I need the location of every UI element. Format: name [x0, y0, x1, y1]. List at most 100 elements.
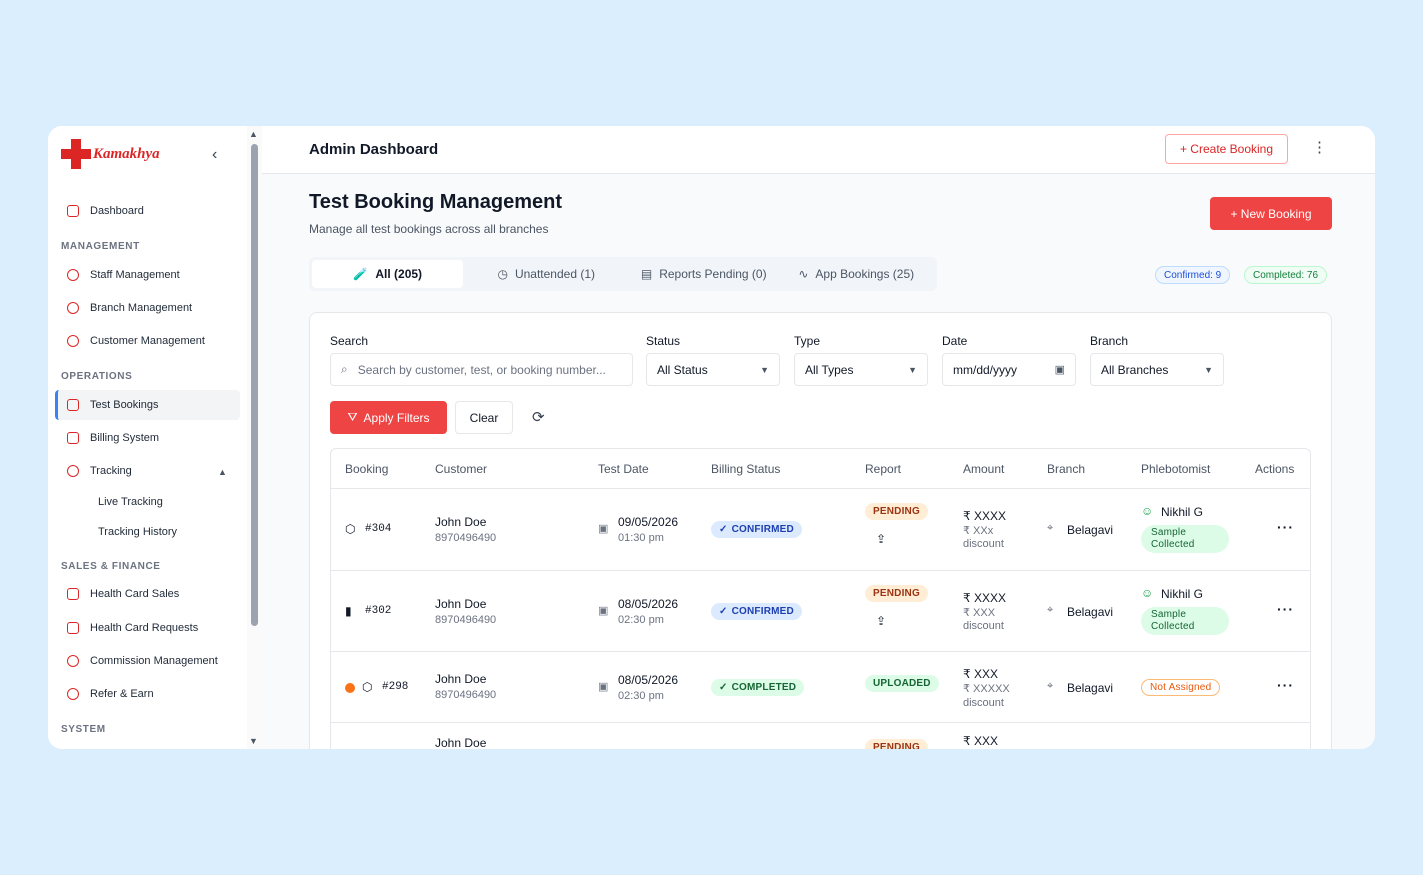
branch-label: Branch: [1090, 334, 1129, 348]
percent-icon: [67, 688, 79, 700]
customer-name: John Doe: [435, 672, 487, 686]
header-title: Admin Dashboard: [309, 141, 439, 158]
status-label: Status: [646, 334, 681, 348]
sidebar-item-dashboard[interactable]: Dashboard: [55, 196, 240, 226]
billing-status-text: CONFIRMED: [731, 606, 794, 617]
col-report: Report: [865, 462, 902, 476]
customer-phone: 8970496490: [435, 532, 497, 544]
tab-all[interactable]: 🧪 All (205): [312, 260, 464, 288]
section-system: SYSTEM: [61, 724, 106, 735]
chevron-down-icon: ▼: [1204, 364, 1213, 375]
amount: ₹ XXX: [963, 734, 998, 748]
sidebar-item-customer[interactable]: Customer Management: [55, 326, 240, 356]
sidebar-item-branch[interactable]: Branch Management: [55, 293, 240, 323]
calendar-icon: [67, 399, 79, 411]
main-content: Admin Dashboard + Create Booking ⋮ Test …: [262, 126, 1375, 749]
date-value: mm/dd/yyyy: [953, 362, 1018, 377]
booking-number[interactable]: #304: [365, 523, 392, 535]
more-menu-icon[interactable]: ⋮: [1312, 139, 1327, 156]
sidebar-item-staff[interactable]: Staff Management: [55, 260, 240, 290]
location-pin-icon: ⌖: [1047, 604, 1054, 616]
status-value: All Status: [657, 362, 708, 377]
sidebar-item-health-card-requests[interactable]: Health Card Requests: [55, 613, 240, 643]
search-label: Search: [330, 334, 369, 348]
tab-unattended[interactable]: ◷ Unattended (1): [471, 260, 621, 288]
refresh-icon[interactable]: ⟳: [532, 409, 545, 426]
row-actions-icon[interactable]: ···: [1277, 677, 1294, 693]
sidebar: Kamakhya ‹ Dashboard MANAGEMENT Staff Ma…: [48, 126, 262, 749]
branch-value: All Branches: [1101, 362, 1169, 377]
tab-label: Unattended (1): [514, 267, 595, 281]
tab-label: Reports Pending (0): [659, 267, 767, 281]
branch-icon: [67, 302, 79, 314]
user-check-icon: ☺: [1141, 504, 1154, 518]
table-header: Booking Customer Test Date Billing Statu…: [331, 449, 1310, 489]
col-booking: Booking: [345, 462, 389, 476]
table-row[interactable]: ⬡ #298 John Doe 8970496490 ▣ 08/05/2026 …: [331, 652, 1310, 723]
sidebar-item-label: Health Card Sales: [90, 588, 180, 600]
date-input[interactable]: mm/dd/yyyy ▣: [942, 353, 1076, 386]
amount: ₹ XXXX: [963, 509, 1006, 523]
sidebar-item-billing[interactable]: Billing System: [55, 423, 240, 453]
create-booking-button[interactable]: + Create Booking: [1165, 134, 1288, 164]
report-status-badge[interactable]: UPLOADED: [865, 675, 939, 692]
tab-app-bookings[interactable]: ∿ App Bookings (25): [786, 260, 926, 288]
sidebar-item-commission[interactable]: Commission Management: [55, 646, 240, 676]
col-phlebotomist: Phlebotomist: [1141, 462, 1211, 476]
sidebar-item-refer[interactable]: Refer & Earn: [55, 679, 240, 709]
check-circle-icon: ✓: [719, 682, 728, 693]
table-row[interactable]: John Doe PENDING ₹ XXX: [331, 723, 1310, 749]
customer-name: John Doe: [435, 597, 487, 611]
apply-filters-button[interactable]: ⛛ Apply Filters: [330, 401, 447, 434]
bookings-card: Search ⌕ Search by customer, test, or boo…: [309, 312, 1332, 749]
brand-logo[interactable]: Kamakhya: [61, 139, 160, 169]
scroll-up-icon[interactable]: ▲: [249, 129, 258, 139]
discount-label: discount: [963, 538, 1004, 550]
col-amount: Amount: [963, 462, 1005, 476]
discount-amount: ₹ XXx: [963, 525, 994, 537]
row-actions-icon[interactable]: ···: [1277, 519, 1294, 535]
customer-phone: 8970496490: [435, 614, 497, 626]
upload-icon[interactable]: ⇪: [876, 614, 887, 628]
upload-icon[interactable]: ⇪: [876, 532, 887, 546]
sample-status-badge: Sample Collected: [1141, 525, 1229, 553]
type-select[interactable]: All Types ▼: [794, 353, 928, 386]
scrollbar-thumb[interactable]: [251, 144, 258, 626]
tab-reports-pending[interactable]: ▤ Reports Pending (0): [629, 260, 779, 288]
amount: ₹ XXXX: [963, 591, 1006, 605]
new-booking-button[interactable]: + New Booking: [1210, 197, 1332, 230]
sidebar-item-health-card-sales[interactable]: Health Card Sales: [55, 579, 240, 609]
booking-number[interactable]: #302: [365, 605, 392, 617]
search-placeholder: Search by customer, test, or booking num…: [357, 362, 606, 377]
filter-icon: ⛛: [347, 410, 358, 424]
sidebar-item-test-bookings[interactable]: Test Bookings: [55, 390, 240, 420]
sidebar-item-live-tracking[interactable]: Live Tracking: [98, 496, 163, 508]
discount-amount: ₹ XXX: [963, 607, 996, 619]
page-subtitle: Manage all test bookings across all bran…: [309, 222, 549, 236]
sidebar-item-tracking[interactable]: Tracking: [55, 456, 240, 486]
sidebar-item-tracking-history[interactable]: Tracking History: [98, 526, 178, 538]
sidebar-item-label: Test Bookings: [90, 399, 159, 411]
chevron-up-icon[interactable]: ▲: [218, 467, 227, 477]
billing-status-text: CONFIRMED: [731, 524, 794, 535]
brand-name: Kamakhya: [93, 145, 160, 162]
billing-status-badge: ✓ CONFIRMED: [711, 521, 802, 538]
check-circle-icon: ✓: [719, 606, 728, 617]
table-row[interactable]: ⬡ #304 John Doe 8970496490 ▣ 09/05/2026 …: [331, 489, 1310, 571]
phlebotomist-name: Nikhil G: [1161, 587, 1204, 601]
phlebotomist-name: Nikhil G: [1161, 505, 1204, 519]
status-select[interactable]: All Status ▼: [646, 353, 780, 386]
booking-number[interactable]: #298: [382, 681, 409, 693]
app-window: Kamakhya ‹ Dashboard MANAGEMENT Staff Ma…: [48, 126, 1375, 749]
search-input[interactable]: ⌕ Search by customer, test, or booking nu…: [330, 353, 633, 386]
top-bar: Admin Dashboard + Create Booking ⋮: [262, 126, 1375, 174]
customer-name: John Doe: [435, 515, 487, 529]
scroll-down-icon[interactable]: ▼: [249, 736, 258, 746]
branch-select[interactable]: All Branches ▼: [1090, 353, 1224, 386]
row-actions-icon[interactable]: ···: [1277, 601, 1294, 617]
calendar-icon[interactable]: ▣: [1054, 364, 1065, 376]
clear-button[interactable]: Clear: [455, 401, 513, 434]
collapse-sidebar-icon[interactable]: ‹: [212, 146, 218, 163]
table-row[interactable]: ▮ #302 John Doe 8970496490 ▣ 08/05/2026 …: [331, 571, 1310, 652]
customer-phone: 8970496490: [435, 689, 497, 701]
